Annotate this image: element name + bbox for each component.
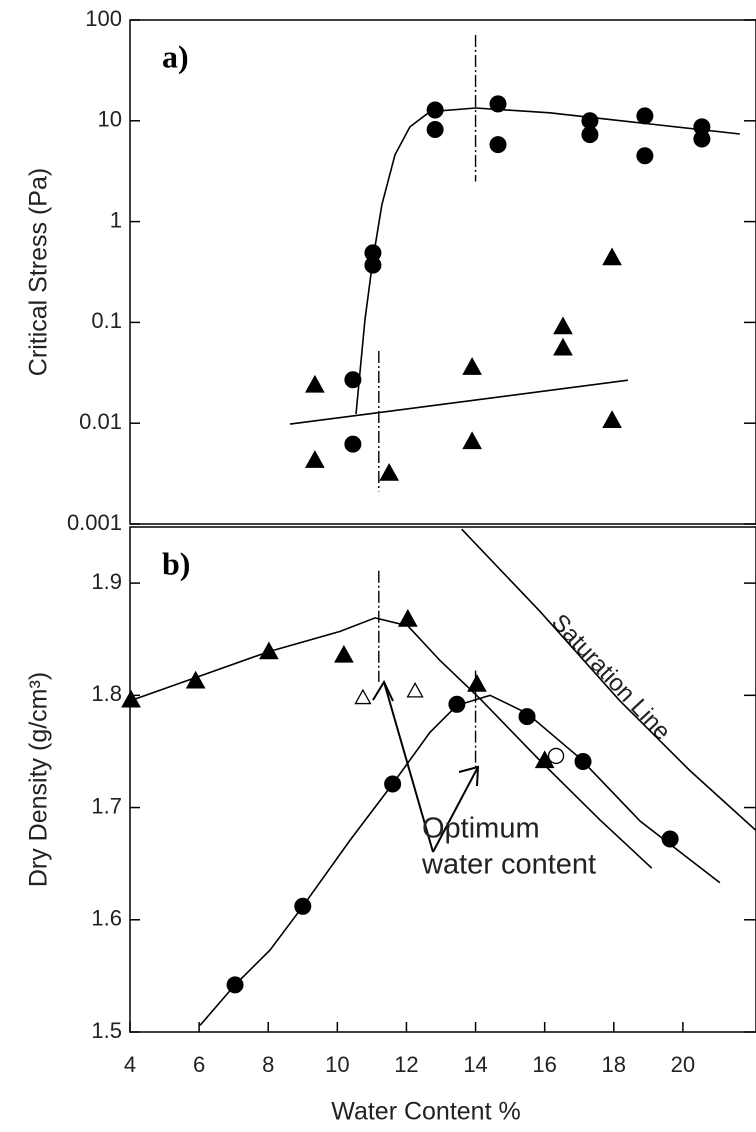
triangle-point: [379, 463, 400, 481]
x-tick-label: 16: [532, 1052, 556, 1077]
circle-point: [518, 708, 536, 726]
annotation: Optimum: [422, 813, 540, 845]
circle-point: [489, 136, 507, 154]
fit-line: [289, 379, 629, 425]
triangle-point: [467, 674, 487, 692]
x-tick-label: 20: [671, 1052, 695, 1077]
fit-line: [355, 107, 740, 415]
circle-point: [426, 120, 444, 138]
y-tick-label: 0.1: [91, 308, 122, 333]
triangle-point: [462, 431, 482, 450]
x-axis-label: Water Content %: [331, 1098, 520, 1126]
x-tick-label: 14: [463, 1052, 487, 1077]
circle-point: [547, 747, 565, 765]
y-tick-label: 1.5: [91, 1018, 122, 1043]
panel-label: a): [162, 38, 189, 74]
saturation-label: Saturation Line: [546, 609, 676, 745]
circle-point: [344, 435, 362, 453]
triangle-point: [259, 641, 279, 660]
panel-label: b): [162, 545, 190, 581]
fit-line: [199, 694, 721, 1026]
x-tick-label: 4: [124, 1052, 136, 1077]
x-tick-label: 12: [394, 1052, 418, 1077]
circle-point: [581, 126, 599, 144]
y-tick-label: 0.01: [79, 409, 122, 434]
y-tick-label: 1.6: [91, 906, 122, 931]
x-tick-label: 18: [602, 1052, 626, 1077]
triangle-point: [354, 688, 372, 705]
circle-point: [636, 107, 654, 125]
y-tick-label: 0.001: [67, 510, 122, 535]
triangle-point: [334, 644, 354, 663]
triangle-point: [602, 410, 622, 428]
circle-point: [693, 130, 711, 148]
x-tick-label: 8: [262, 1052, 274, 1077]
x-tick-label: 6: [193, 1052, 205, 1077]
y-tick-label: 1.9: [91, 569, 122, 594]
circle-point: [636, 147, 654, 165]
triangle-point: [305, 374, 325, 393]
triangle-point: [553, 337, 573, 356]
fit-line: [129, 617, 653, 869]
triangle-point: [406, 682, 424, 698]
triangle-point: [462, 357, 482, 375]
y-tick-label: 10: [98, 107, 122, 132]
triangle-point: [305, 450, 325, 468]
optimum-arrows: [372, 679, 480, 853]
y-axis-label: Dry Density (g/cm³): [25, 672, 53, 887]
y-tick-label: 1: [110, 207, 122, 232]
plot-frame: [129, 526, 756, 1033]
y-tick-label: 1.7: [91, 793, 122, 818]
y-axis-label: Critical Stress (Pa): [25, 168, 53, 376]
fit-line: [461, 528, 756, 831]
circle-point: [426, 101, 444, 119]
circle-point: [344, 371, 362, 389]
y-tick-label: 100: [85, 6, 122, 31]
triangle-point: [602, 247, 622, 266]
circle-point: [489, 95, 507, 113]
triangle-point: [553, 316, 573, 335]
x-tick-label: 10: [325, 1052, 349, 1077]
y-tick-label: 1.8: [91, 681, 122, 706]
plot-frame: [129, 19, 756, 525]
annotation: water content: [421, 849, 596, 881]
